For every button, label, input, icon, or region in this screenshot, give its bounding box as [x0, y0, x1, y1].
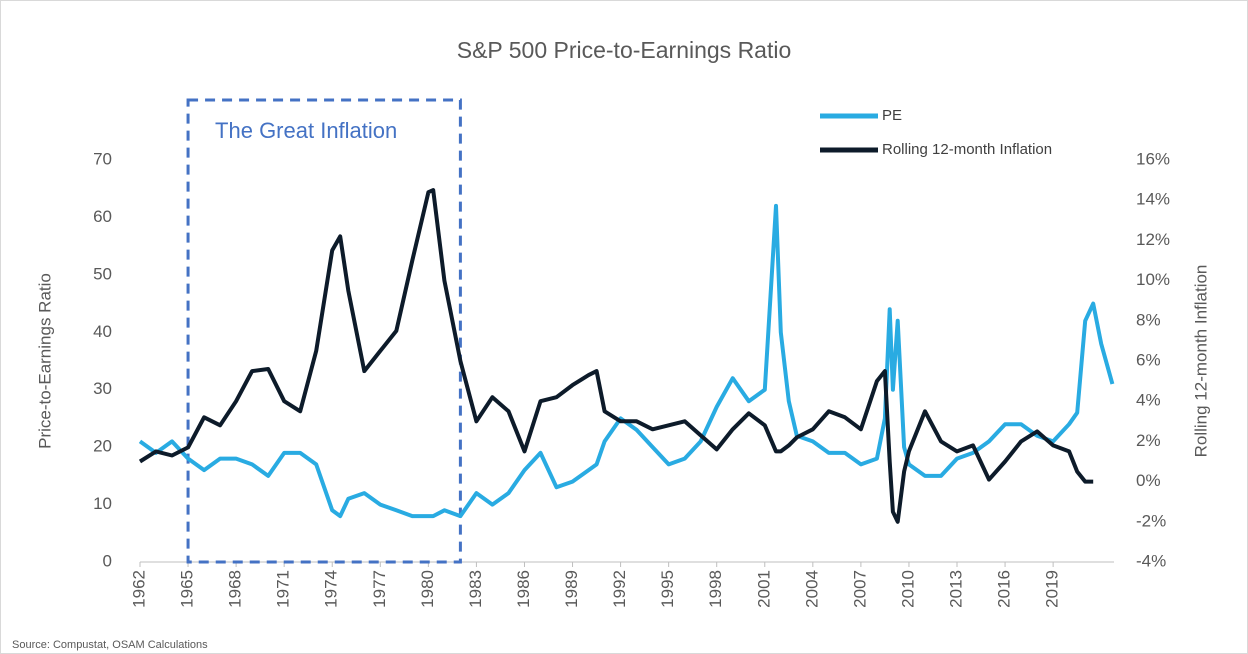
- x-tick-label: 1983: [466, 570, 485, 608]
- x-tick-label: 1974: [322, 570, 341, 608]
- y-tick-label: 60: [93, 207, 112, 226]
- y2-tick-label: 12%: [1136, 230, 1170, 249]
- y-tick-label: 40: [93, 322, 112, 341]
- x-tick-label: 1989: [562, 570, 581, 608]
- y-tick-label: 20: [93, 437, 112, 456]
- x-tick-label: 2019: [1043, 570, 1062, 608]
- x-tick-label: 2010: [898, 570, 917, 608]
- annotation-box: [186, 98, 462, 564]
- x-tick-label: 1962: [129, 570, 148, 608]
- x-tick-label: 1995: [658, 570, 677, 608]
- y2-tick-label: 14%: [1136, 190, 1170, 209]
- y2-tick-label: 4%: [1136, 391, 1161, 410]
- x-tick-label: 2016: [995, 570, 1014, 608]
- x-tick-label: 1992: [610, 570, 629, 608]
- y2-tick-label: 6%: [1136, 350, 1161, 369]
- x-tick-label: 1986: [514, 570, 533, 608]
- y-tick-label: 0: [103, 551, 112, 570]
- y-tick-label: 70: [93, 149, 112, 168]
- x-tick-label: 1968: [226, 570, 245, 608]
- x-tick-label: 1965: [178, 570, 197, 608]
- x-tick-label: 2007: [850, 570, 869, 608]
- series-line: [138, 188, 1094, 524]
- y2-tick-label: 8%: [1136, 310, 1161, 329]
- series-line: [138, 203, 1115, 519]
- annotation-label: The Great Inflation: [215, 118, 397, 143]
- y2-tick-label: -2%: [1136, 511, 1166, 530]
- chart-title: S&P 500 Price-to-Earnings Ratio: [457, 37, 792, 63]
- x-tick-label: 2013: [946, 570, 965, 608]
- y-tick-label: 30: [93, 379, 112, 398]
- x-tick-label: 1971: [274, 570, 293, 608]
- y2-tick-label: 16%: [1136, 149, 1170, 168]
- x-tick-label: 1980: [418, 570, 437, 608]
- source-note: Source: Compustat, OSAM Calculations: [12, 639, 208, 651]
- y2-tick-label: 0%: [1136, 471, 1161, 490]
- x-tick-label: 1977: [370, 570, 389, 608]
- y2-tick-label: 10%: [1136, 270, 1170, 289]
- legend-label: PE: [882, 107, 902, 124]
- y2-tick-label: 2%: [1136, 431, 1161, 450]
- legend-label: Rolling 12-month Inflation: [882, 141, 1052, 158]
- y2-tick-label: -4%: [1136, 551, 1166, 570]
- x-tick-label: 1998: [706, 570, 725, 608]
- y2-axis-label: Rolling 12-month Inflation: [1191, 265, 1210, 458]
- x-tick-label: 2004: [802, 570, 821, 608]
- y-tick-label: 10: [93, 494, 112, 513]
- y-axis-label: Price-to-Earnings Ratio: [35, 273, 54, 449]
- x-tick-label: 2001: [754, 570, 773, 608]
- y-tick-label: 50: [93, 264, 112, 283]
